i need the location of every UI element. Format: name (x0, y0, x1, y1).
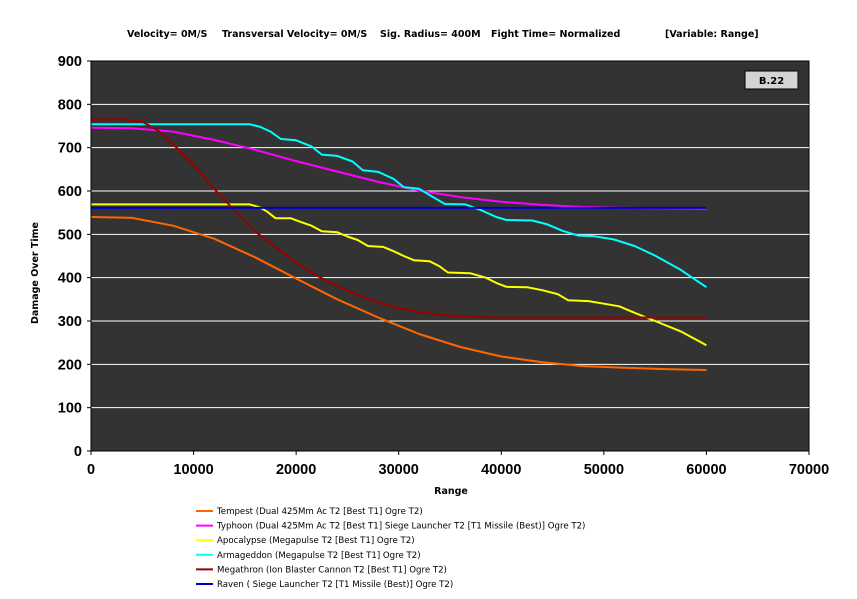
x-tick-label: 0 (87, 462, 95, 478)
badge-label: B.22 (759, 76, 784, 87)
x-tick-label: 40000 (481, 462, 521, 478)
x-tick-label: 30000 (379, 462, 419, 478)
x-tick-label: 60000 (686, 462, 726, 478)
y-tick-label: 300 (58, 314, 82, 330)
y-axis-title: Damage Over Time (30, 222, 41, 324)
badge-box (744, 70, 799, 90)
header-transversal-velocity: Transversal Velocity= 0M/S (222, 29, 367, 40)
legend-entry: Apocalypse (Megapulse T2 [Best T1] Ogre … (217, 536, 415, 546)
x-tick-label: 20000 (276, 462, 316, 478)
y-tick-label: 400 (58, 271, 82, 287)
y-tick-label: 0 (74, 444, 82, 460)
x-tick-label: 50000 (584, 462, 624, 478)
y-tick-label: 900 (58, 54, 82, 70)
header-variable: [Variable: Range] (665, 29, 759, 40)
legend-entry: Typhoon (Dual 425Mm Ac T2 [Best T1] Sieg… (216, 522, 585, 532)
header-velocity: Velocity= 0M/S (127, 29, 207, 40)
y-tick-label: 500 (58, 227, 82, 243)
legend-entry: Armageddon (Megapulse T2 [Best T1] Ogre … (217, 551, 421, 561)
series-layer (90, 118, 707, 371)
series-line-0 (90, 216, 707, 371)
y-tick-label: 600 (58, 184, 82, 200)
plot-area (90, 60, 810, 452)
x-tick-label: 70000 (789, 462, 829, 478)
series-line-2 (91, 203, 707, 347)
y-tick-label: 700 (58, 141, 82, 157)
y-axis-ticks: 0 100 200 300 400 500 600 700 800 900 (58, 54, 91, 460)
y-tick-label: 200 (58, 357, 82, 373)
gridlines (91, 103, 809, 409)
series-line-3 (91, 123, 707, 289)
legend: Tempest (Dual 425Mm Ac T2 [Best T1] Ogre… (196, 507, 585, 590)
x-axis-title: Range (434, 486, 468, 497)
header-fight-time: Fight Time= Normalized (491, 29, 620, 40)
header-sig-radius: Sig. Radius= 400M (380, 29, 481, 40)
y-tick-label: 100 (58, 401, 82, 417)
series-line-4 (90, 118, 707, 319)
x-axis-ticks: 0 10000 20000 30000 40000 50000 60000 70000 (87, 451, 829, 478)
y-tick-label: 800 (58, 97, 82, 113)
legend-entry: Raven ( Siege Launcher T2 [T1 Missile (B… (217, 580, 453, 590)
legend-entry: Megathron (Ion Blaster Cannon T2 [Best T… (217, 565, 447, 575)
x-tick-label: 10000 (173, 462, 213, 478)
legend-entry: Tempest (Dual 425Mm Ac T2 [Best T1] Ogre… (216, 507, 423, 517)
